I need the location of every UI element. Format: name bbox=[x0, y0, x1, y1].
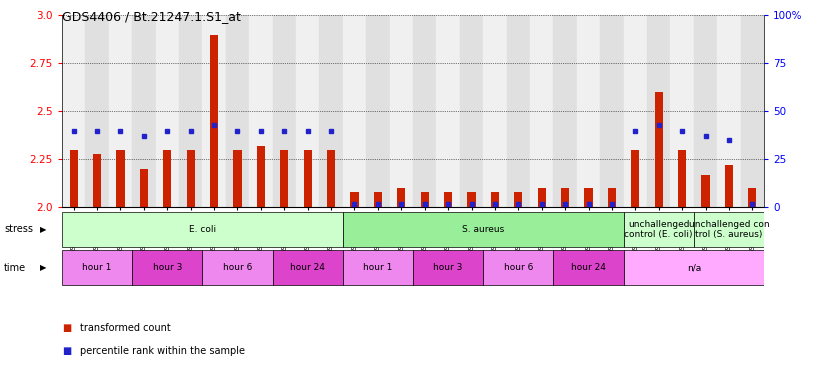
Bar bbox=[132, 250, 202, 285]
Text: hour 3: hour 3 bbox=[434, 263, 463, 272]
Bar bbox=[506, 15, 530, 207]
Bar bbox=[85, 15, 109, 207]
Bar bbox=[647, 15, 671, 207]
Bar bbox=[343, 15, 366, 207]
Bar bbox=[109, 15, 132, 207]
Bar bbox=[694, 212, 764, 247]
Bar bbox=[320, 15, 343, 207]
Bar bbox=[62, 212, 343, 247]
Bar bbox=[397, 188, 406, 207]
Bar bbox=[678, 150, 686, 207]
Text: hour 6: hour 6 bbox=[223, 263, 252, 272]
Bar bbox=[624, 15, 647, 207]
Bar bbox=[296, 15, 320, 207]
Bar bbox=[515, 192, 522, 207]
Text: ▶: ▶ bbox=[40, 225, 46, 234]
Bar bbox=[273, 250, 343, 285]
Bar bbox=[179, 15, 202, 207]
Bar bbox=[202, 250, 273, 285]
Text: n/a: n/a bbox=[686, 263, 701, 272]
Bar bbox=[234, 150, 241, 207]
Bar bbox=[601, 15, 624, 207]
Bar bbox=[561, 188, 569, 207]
Text: ▶: ▶ bbox=[40, 263, 46, 272]
Bar bbox=[608, 188, 616, 207]
Bar bbox=[280, 150, 288, 207]
Text: ■: ■ bbox=[62, 323, 71, 333]
Bar bbox=[327, 150, 335, 207]
Bar bbox=[538, 188, 546, 207]
Bar bbox=[210, 35, 218, 207]
Bar bbox=[257, 146, 265, 207]
Bar bbox=[748, 188, 757, 207]
Bar bbox=[350, 192, 358, 207]
Text: stress: stress bbox=[4, 224, 33, 235]
Bar bbox=[460, 15, 483, 207]
Bar bbox=[468, 192, 476, 207]
Bar bbox=[155, 15, 179, 207]
Text: hour 3: hour 3 bbox=[153, 263, 182, 272]
Bar bbox=[93, 154, 101, 207]
Bar bbox=[553, 250, 624, 285]
Bar bbox=[202, 15, 225, 207]
Bar bbox=[694, 15, 717, 207]
Bar bbox=[62, 250, 132, 285]
Text: transformed count: transformed count bbox=[80, 323, 171, 333]
Bar bbox=[631, 150, 639, 207]
Bar bbox=[343, 212, 624, 247]
Bar bbox=[444, 192, 452, 207]
Bar bbox=[577, 15, 601, 207]
Bar bbox=[717, 15, 741, 207]
Bar bbox=[304, 150, 311, 207]
Bar bbox=[624, 212, 694, 247]
Bar bbox=[164, 150, 171, 207]
Bar bbox=[671, 15, 694, 207]
Bar bbox=[491, 192, 499, 207]
Bar bbox=[741, 15, 764, 207]
Text: hour 24: hour 24 bbox=[290, 263, 325, 272]
Bar bbox=[116, 150, 125, 207]
Text: S. aureus: S. aureus bbox=[462, 225, 505, 234]
Bar bbox=[69, 150, 78, 207]
Bar bbox=[249, 15, 273, 207]
Bar bbox=[725, 165, 733, 207]
Text: GDS4406 / Bt.21247.1.S1_at: GDS4406 / Bt.21247.1.S1_at bbox=[62, 10, 241, 23]
Text: time: time bbox=[4, 263, 26, 273]
Bar bbox=[530, 15, 553, 207]
Bar bbox=[553, 15, 577, 207]
Bar bbox=[132, 15, 155, 207]
Bar bbox=[374, 192, 382, 207]
Bar bbox=[343, 250, 413, 285]
Bar bbox=[225, 15, 249, 207]
Text: hour 24: hour 24 bbox=[571, 263, 606, 272]
Bar bbox=[655, 92, 662, 207]
Text: ■: ■ bbox=[62, 346, 71, 356]
Bar bbox=[483, 15, 506, 207]
Text: unchallenged con
trol (S. aureus): unchallenged con trol (S. aureus) bbox=[689, 220, 769, 239]
Bar bbox=[624, 250, 764, 285]
Bar bbox=[390, 15, 413, 207]
Bar bbox=[366, 15, 390, 207]
Bar bbox=[62, 15, 85, 207]
Text: hour 1: hour 1 bbox=[83, 263, 112, 272]
Bar bbox=[420, 192, 429, 207]
Bar bbox=[413, 250, 483, 285]
Bar bbox=[187, 150, 195, 207]
Bar bbox=[413, 15, 436, 207]
Bar bbox=[483, 250, 553, 285]
Bar bbox=[273, 15, 296, 207]
Text: percentile rank within the sample: percentile rank within the sample bbox=[80, 346, 245, 356]
Bar bbox=[140, 169, 148, 207]
Text: hour 6: hour 6 bbox=[504, 263, 533, 272]
Bar bbox=[585, 188, 592, 207]
Text: unchallenged
control (E. coli): unchallenged control (E. coli) bbox=[624, 220, 693, 239]
Bar bbox=[436, 15, 460, 207]
Bar bbox=[701, 175, 710, 207]
Text: E. coli: E. coli bbox=[189, 225, 216, 234]
Text: hour 1: hour 1 bbox=[363, 263, 392, 272]
